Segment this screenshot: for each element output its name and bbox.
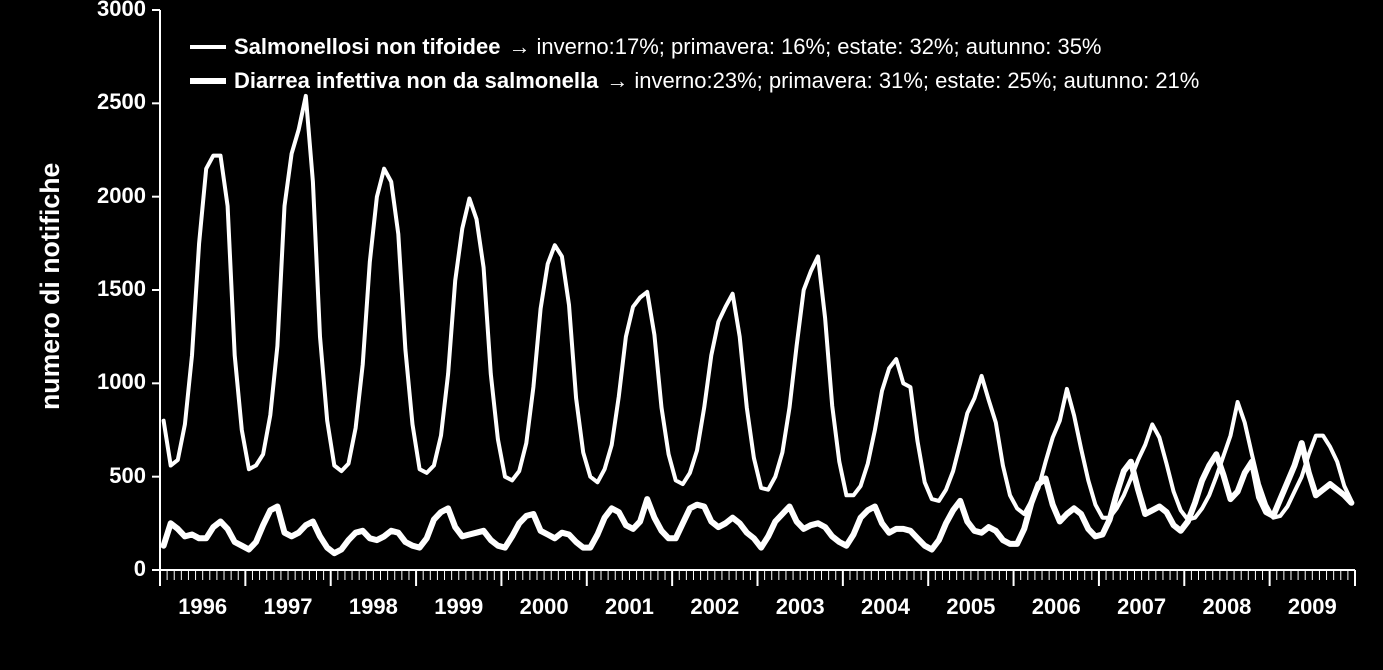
y-tick-label: 1000 [76,369,146,395]
x-tick-label: 2009 [1282,594,1342,620]
y-tick-label: 2000 [76,183,146,209]
x-tick-label: 2001 [599,594,659,620]
line-chart: numero di notifiche Salmonellosi non tif… [0,0,1383,670]
y-tick-label: 500 [76,463,146,489]
x-tick-label: 2002 [685,594,745,620]
y-tick-label: 2500 [76,89,146,115]
x-tick-label: 2006 [1026,594,1086,620]
chart-svg [0,0,1383,670]
x-tick-label: 2007 [1112,594,1172,620]
x-tick-label: 1999 [429,594,489,620]
x-tick-label: 1996 [173,594,233,620]
y-tick-label: 3000 [76,0,146,22]
x-tick-label: 1997 [258,594,318,620]
y-tick-label: 1500 [76,276,146,302]
x-tick-label: 2008 [1197,594,1257,620]
x-tick-label: 1998 [343,594,403,620]
x-tick-label: 2004 [856,594,916,620]
y-tick-label: 0 [76,556,146,582]
x-tick-label: 2005 [941,594,1001,620]
x-tick-label: 2003 [770,594,830,620]
x-tick-label: 2000 [514,594,574,620]
